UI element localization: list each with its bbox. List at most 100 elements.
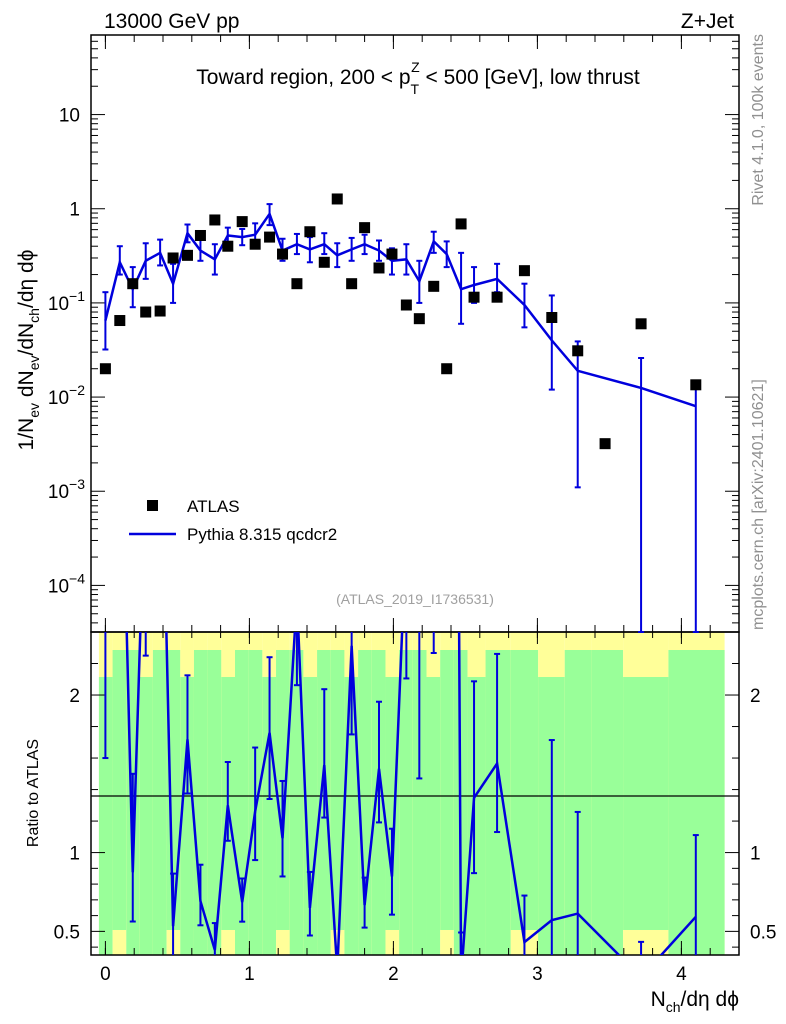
- data-point: [546, 311, 558, 323]
- y-tick-label: 10−1: [48, 288, 85, 315]
- ratio-tick-label-left: 0.5: [54, 922, 80, 943]
- legend-mc-label: Pythia 8.315 qcdcr2: [187, 525, 337, 544]
- data-point: [194, 229, 206, 241]
- ratio-band-inner: [412, 650, 427, 955]
- ratio-band-inner: [180, 677, 194, 955]
- x-axis-label: Nch/dη dϕ: [651, 988, 739, 1015]
- x-tick-label: 0: [100, 964, 111, 985]
- y-tick-exponent: −4: [69, 570, 85, 586]
- data-point: [468, 291, 480, 303]
- x-tick-label: 4: [676, 964, 687, 985]
- data-point: [209, 214, 221, 226]
- ratio-band-inner: [467, 677, 486, 955]
- data-point: [127, 278, 139, 290]
- ylabel-c: /dN: [15, 323, 38, 356]
- ratio-band-inner: [112, 650, 127, 930]
- xlabel-b: /dη dϕ: [681, 988, 739, 1011]
- title-sub: T: [411, 81, 420, 97]
- ratio-band-inner: [399, 650, 413, 955]
- ratio-tick-label-right: 1: [750, 844, 761, 865]
- ratio-band-inner: [485, 650, 511, 955]
- title-sup: Z: [411, 59, 420, 75]
- xlabel-a: N: [651, 988, 666, 1011]
- ratio-band-inner: [193, 650, 208, 955]
- ylabel-a-sub: ev: [26, 403, 42, 418]
- data-point: [291, 278, 303, 290]
- legend: ATLAS Pythia 8.315 qcdcr2: [129, 497, 337, 544]
- data-point: [386, 248, 398, 260]
- data-point: [114, 315, 126, 327]
- y-tick-exponent: −1: [69, 288, 85, 304]
- ratio-band-inner: [166, 650, 181, 930]
- ylabel-c-sub: ch: [26, 308, 42, 323]
- atlas-data-series: [99, 193, 702, 450]
- ylabel-a: 1/N: [15, 418, 38, 451]
- ratio-band-inner: [426, 677, 441, 955]
- data-point: [599, 438, 611, 450]
- ratio-tick-label-right: 2: [750, 686, 761, 707]
- data-point: [572, 345, 584, 357]
- ylabel-d: /dη dϕ: [15, 250, 38, 308]
- mc-line: [104, 211, 697, 408]
- y-tick-exponent: −2: [69, 382, 85, 398]
- data-point: [359, 222, 371, 234]
- analysis-id: (ATLAS_2019_I1736531): [336, 591, 494, 607]
- ratio-tick-label-right: 0.5: [750, 922, 776, 943]
- mc-series: [104, 211, 697, 408]
- data-point: [318, 256, 330, 268]
- ratio-band-inner: [289, 650, 304, 955]
- ratio-band-inner: [152, 650, 167, 955]
- data-point: [491, 291, 503, 303]
- data-point: [222, 240, 234, 252]
- data-point: [264, 231, 276, 243]
- data-point: [236, 216, 248, 228]
- data-point: [635, 318, 647, 330]
- ratio-band-inner: [303, 677, 318, 955]
- ylabel-b: dN: [15, 370, 38, 403]
- ylabel-b-sub: ev: [26, 355, 42, 370]
- plot-title: Toward region, 200 < pTZ < 500 [GeV], lo…: [196, 59, 640, 97]
- ratio-series: [102, 632, 699, 955]
- title-pre: Toward region, 200 < p: [196, 66, 410, 89]
- data-point: [346, 278, 358, 290]
- ratio-axis-ticks: 0.5 0.5 1 1 2 2: [54, 663, 776, 948]
- x-axis-ticks: 0 1 2 3 4: [100, 35, 711, 985]
- y-tick-exponent: −3: [69, 476, 85, 492]
- mcplots-label: mcplots.cern.ch [arXiv:2401.10621]: [750, 379, 767, 630]
- ratio-band-inner: [385, 677, 400, 930]
- ratio-band-inner: [440, 650, 454, 930]
- ratio-band-inner: [623, 677, 669, 930]
- data-point: [441, 363, 453, 375]
- data-point: [518, 265, 530, 277]
- y-tick-label: 10−4: [48, 570, 85, 597]
- data-point: [428, 280, 440, 292]
- data-point: [455, 218, 467, 230]
- data-point: [400, 299, 412, 311]
- data-point: [304, 226, 316, 238]
- x-tick-label: 1: [244, 964, 255, 985]
- data-point: [331, 193, 343, 205]
- ratio-y-label: Ratio to ATLAS: [25, 739, 42, 847]
- data-point: [249, 238, 261, 250]
- data-point: [373, 262, 385, 274]
- xlabel-a-sub: ch: [666, 999, 681, 1015]
- ratio-plot-frame: [90, 631, 740, 956]
- ratio-band-inner: [98, 677, 113, 955]
- legend-data-marker: [147, 500, 158, 511]
- ratio-band-inner: [262, 677, 277, 955]
- data-point: [140, 306, 152, 318]
- x-tick-label: 2: [388, 964, 399, 985]
- mc-error-bars: [102, 203, 699, 633]
- ratio-band-inner: [591, 650, 624, 955]
- data-point: [167, 252, 179, 264]
- header-right: Z+Jet: [681, 10, 734, 33]
- data-point: [154, 305, 166, 317]
- ratio-line: [125, 632, 697, 955]
- y-tick-label: 1: [69, 200, 80, 221]
- data-point: [181, 249, 193, 261]
- data-point: [99, 363, 111, 375]
- data-point: [413, 313, 425, 325]
- y-tick-label: 10: [59, 106, 80, 127]
- ratio-band-inner: [510, 650, 539, 930]
